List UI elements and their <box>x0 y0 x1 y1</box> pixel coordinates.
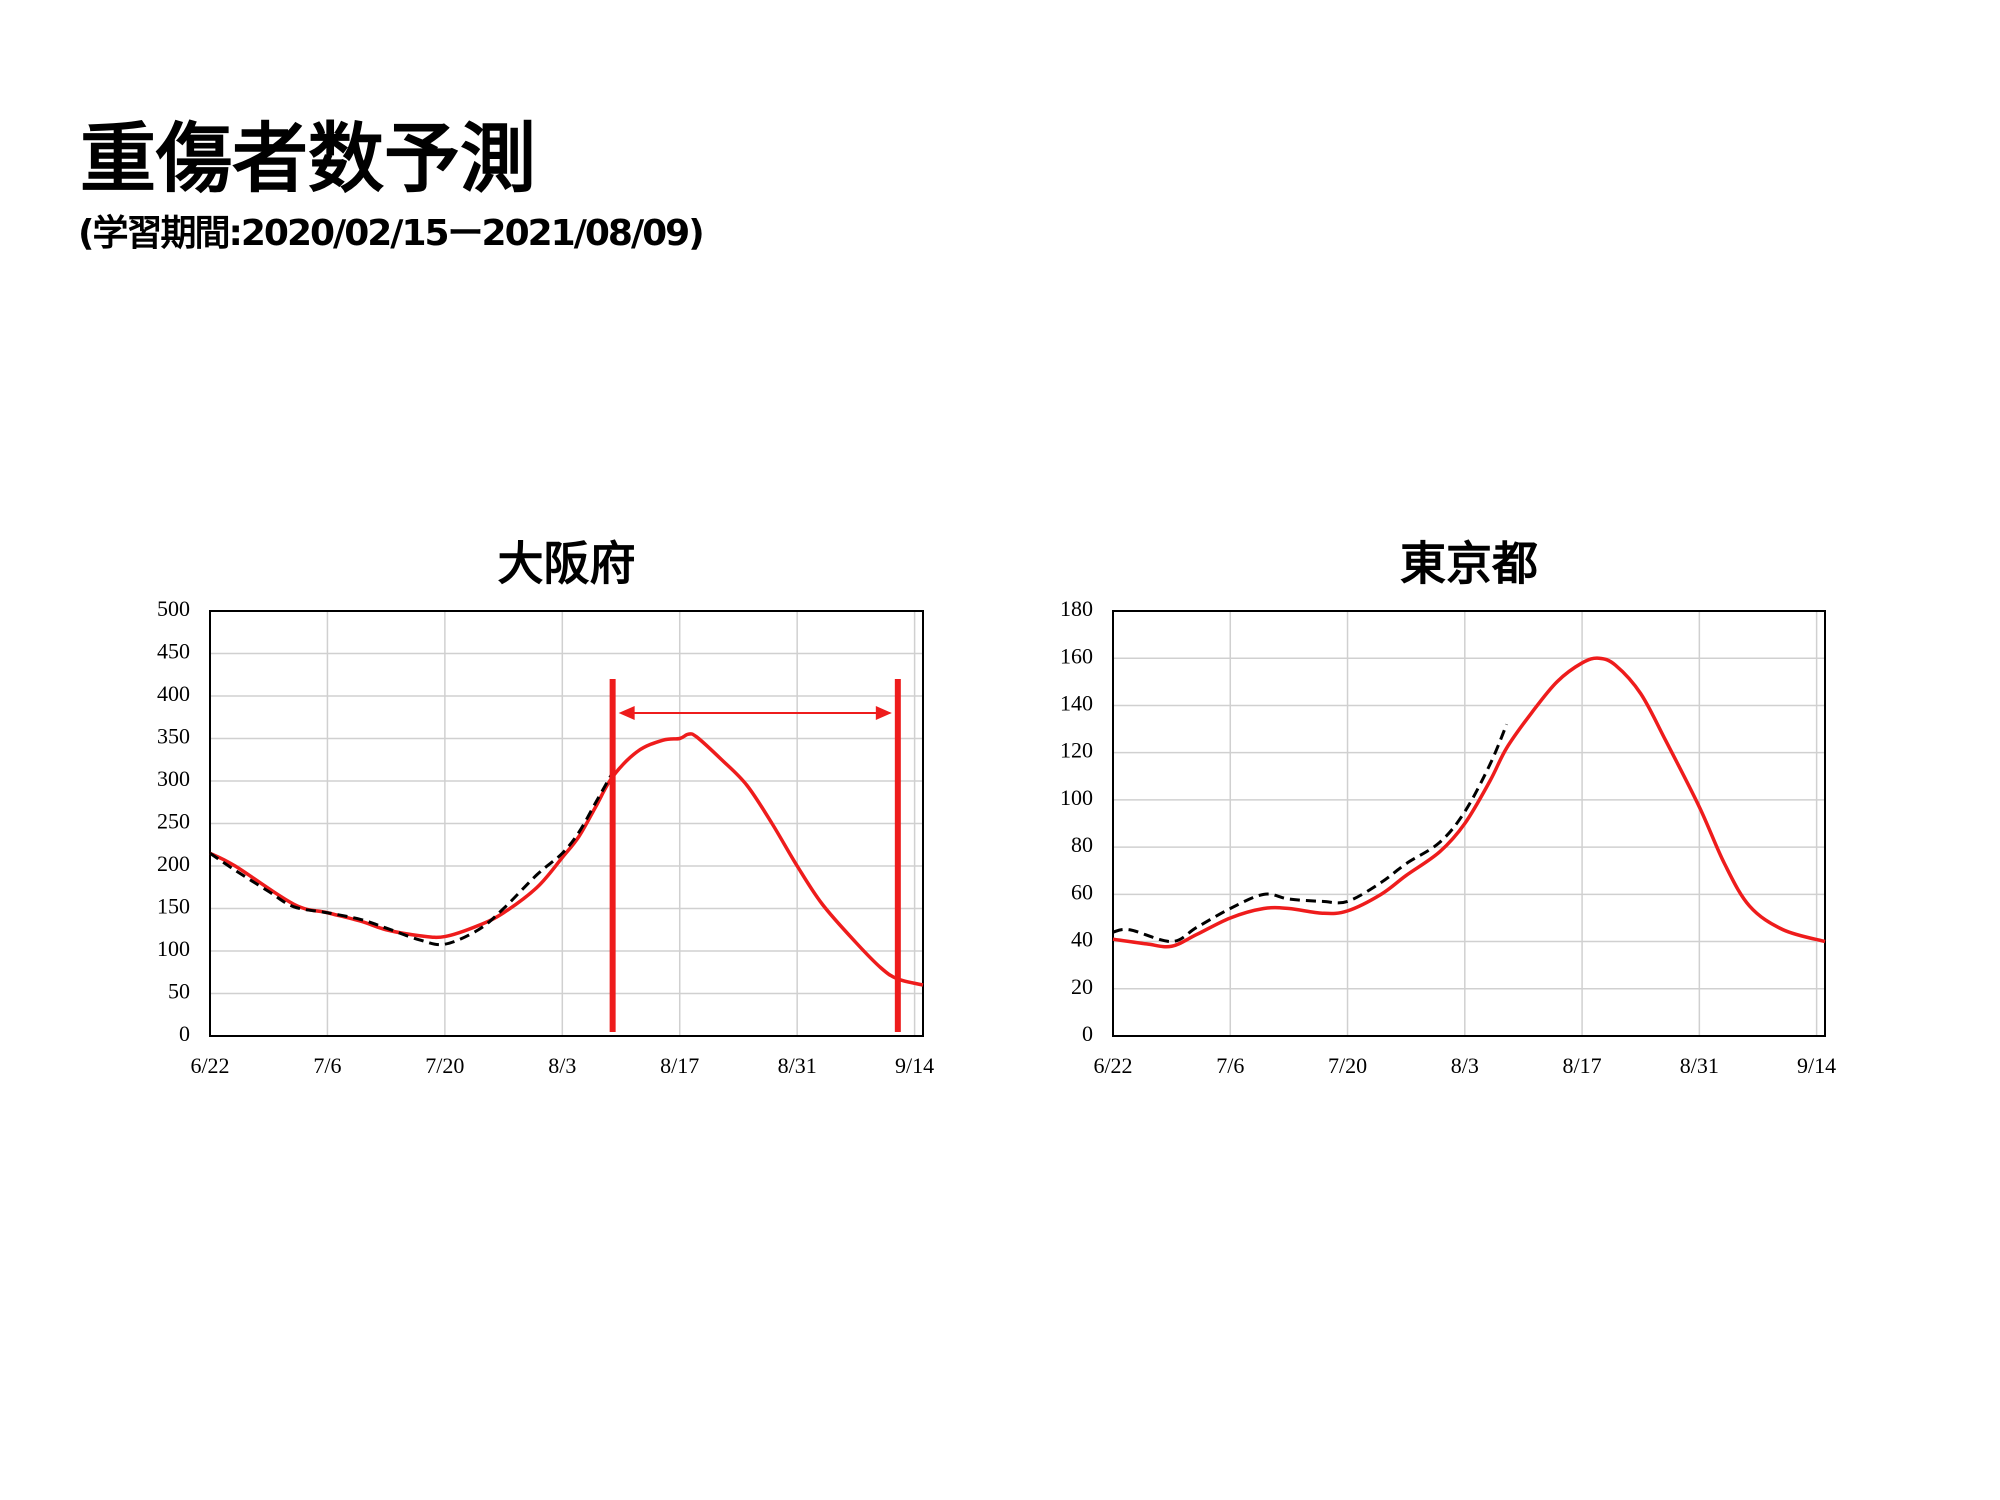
series-line <box>209 771 614 947</box>
x-tick-label: 9/14 <box>1797 1053 1836 1078</box>
y-tick-label: 350 <box>157 724 190 749</box>
y-tick-label: 150 <box>157 894 190 919</box>
x-tick-label: 7/6 <box>1216 1053 1244 1078</box>
y-tick-label: 40 <box>1071 927 1093 952</box>
plot-frame <box>1112 610 1826 1037</box>
y-tick-label: 250 <box>157 809 190 834</box>
x-tick-label: 8/3 <box>1451 1053 1479 1078</box>
x-tick-label: 7/20 <box>425 1053 464 1078</box>
y-tick-label: 400 <box>157 681 190 706</box>
page-title: 重傷者数予測 <box>80 114 536 203</box>
y-tick-label: 500 <box>157 596 190 621</box>
x-tick-label: 8/17 <box>660 1053 699 1078</box>
x-tick-label: 6/22 <box>190 1053 229 1078</box>
y-tick-label: 300 <box>157 766 190 791</box>
x-tick-label: 7/6 <box>313 1053 341 1078</box>
y-tick-label: 0 <box>1082 1021 1093 1046</box>
chart-title: 大阪府 <box>498 537 636 591</box>
y-tick-label: 140 <box>1060 690 1093 715</box>
x-tick-label: 8/31 <box>1680 1053 1719 1078</box>
x-tick-label: 6/22 <box>1093 1053 1132 1078</box>
y-tick-label: 60 <box>1071 879 1093 904</box>
y-tick-label: 80 <box>1071 832 1093 857</box>
page-subtitle: (学習期間:2020/02/15ー2021/08/09) <box>78 212 703 254</box>
x-tick-label: 8/17 <box>1563 1053 1602 1078</box>
y-tick-label: 450 <box>157 639 190 664</box>
y-tick-label: 160 <box>1060 643 1093 668</box>
series-line <box>1112 723 1509 944</box>
x-tick-label: 8/31 <box>778 1053 817 1078</box>
x-tick-label: 8/3 <box>548 1053 576 1078</box>
y-tick-label: 50 <box>168 979 190 1004</box>
y-tick-label: 120 <box>1060 738 1093 763</box>
series-line <box>1112 656 1826 949</box>
y-tick-label: 20 <box>1071 974 1093 999</box>
plot-frame <box>209 610 924 1037</box>
chart-title: 東京都 <box>1400 537 1538 591</box>
y-tick-label: 100 <box>157 936 190 961</box>
x-tick-label: 9/14 <box>895 1053 934 1078</box>
y-tick-label: 0 <box>179 1021 190 1046</box>
y-tick-label: 200 <box>157 851 190 876</box>
series-line <box>209 732 924 987</box>
x-tick-label: 7/20 <box>1328 1053 1367 1078</box>
y-tick-label: 180 <box>1060 596 1093 621</box>
y-tick-label: 100 <box>1060 785 1093 810</box>
